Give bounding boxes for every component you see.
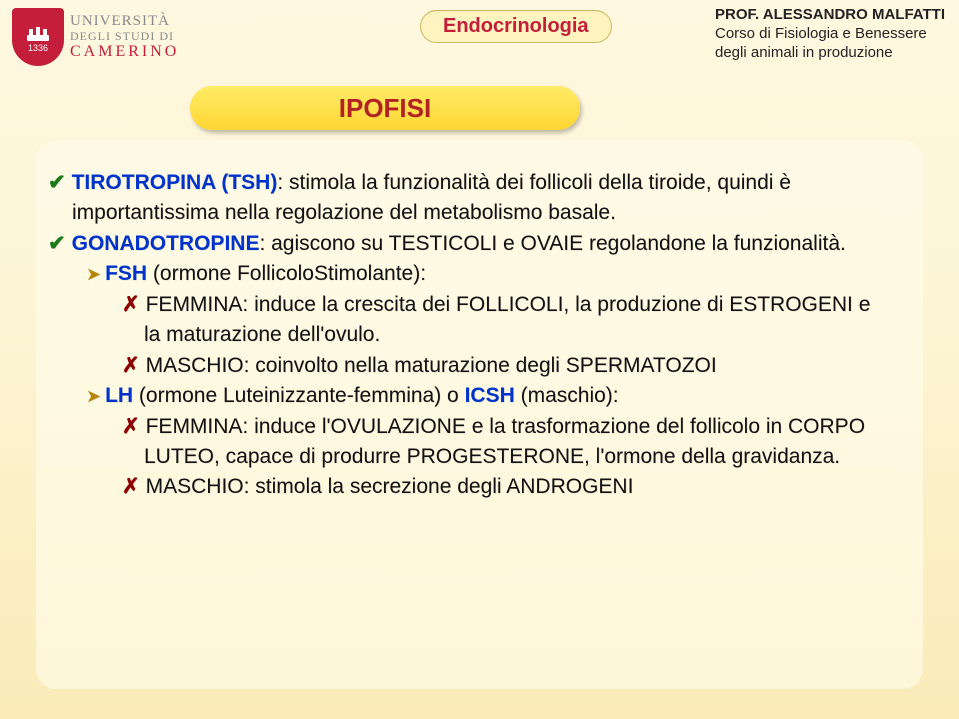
slide-title: IPOFISI (190, 86, 580, 130)
bullet-lh: ➤LH (ormone Luteinizzante-femmina) o ICS… (72, 381, 887, 411)
triangle-icon: ➤ (86, 386, 101, 406)
bullet-lh-maschio: ✗ MASCHIO: stimola la secrezione degli AN… (72, 472, 887, 502)
bullet-fsh-maschio: ✗ MASCHIO: coinvolto nella maturazione de… (72, 351, 887, 381)
bullet-fsh: ➤FSH (ormone FollicoloStimolante): (72, 259, 887, 289)
x-icon: ✗ (122, 354, 140, 377)
shield-icon: 1336 (12, 8, 64, 66)
term-icsh: ICSH (465, 384, 515, 407)
bullet-tsh: ✔TIROTROPINA (TSH): stimola la funzional… (72, 168, 887, 229)
bullet-gonadotropine: ✔GONADOTROPINE: agiscono su TESTICOLI e … (72, 229, 887, 259)
university-name-l3: CAMERINO (70, 43, 179, 61)
text-fsh-maschio: MASCHIO: coinvolto nella maturazione deg… (146, 354, 717, 377)
text-fsh-femmina: FEMMINA: induce la crescita dei FOLLICOL… (144, 293, 870, 346)
content-card: ✔TIROTROPINA (TSH): stimola la funzional… (36, 140, 923, 689)
professor-block: PROF. ALESSANDRO MALFATTI Corso di Fisio… (715, 6, 945, 62)
text-lh-rest: (maschio): (515, 384, 619, 407)
course-line-1: Corso di Fisiologia e Benessere (715, 25, 945, 44)
course-line-2: degli animali in produzione (715, 44, 945, 63)
shield-year: 1336 (28, 43, 48, 53)
check-icon: ✔ (48, 232, 66, 255)
triangle-icon: ➤ (86, 264, 101, 284)
term-gonadotropine: GONADOTROPINE (72, 232, 260, 255)
university-name-l2: DEGLI STUDI DI (70, 30, 179, 43)
university-name-l1: UNIVERSITÀ (70, 13, 179, 30)
x-icon: ✗ (122, 293, 140, 316)
x-icon: ✗ (122, 415, 140, 438)
university-name: UNIVERSITÀ DEGLI STUDI DI CAMERINO (70, 13, 179, 60)
university-logo: 1336 UNIVERSITÀ DEGLI STUDI DI CAMERINO (12, 8, 179, 66)
x-icon: ✗ (122, 475, 140, 498)
subject-badge: Endocrinologia (420, 10, 612, 43)
check-icon: ✔ (48, 171, 66, 194)
text-gonadotropine: : agiscono su TESTICOLI e OVAIE regoland… (259, 232, 845, 255)
text-lh-mid: (ormone Luteinizzante-femmina) o (133, 384, 464, 407)
text-lh-maschio: MASCHIO: stimola la secrezione degli AND… (146, 475, 634, 498)
term-lh: LH (105, 384, 133, 407)
bullet-lh-femmina: ✗FEMMINA: induce l'OVULAZIONE e la trasf… (72, 412, 887, 473)
term-fsh: FSH (105, 262, 147, 285)
professor-name: PROF. ALESSANDRO MALFATTI (715, 6, 945, 25)
bullet-fsh-femmina: ✗FEMMINA: induce la crescita dei FOLLICO… (72, 290, 887, 351)
text-lh-femmina: FEMMINA: induce l'OVULAZIONE e la trasfo… (144, 415, 865, 468)
text-fsh: (ormone FollicoloStimolante): (147, 262, 426, 285)
term-tsh: TIROTROPINA (TSH) (72, 171, 278, 194)
